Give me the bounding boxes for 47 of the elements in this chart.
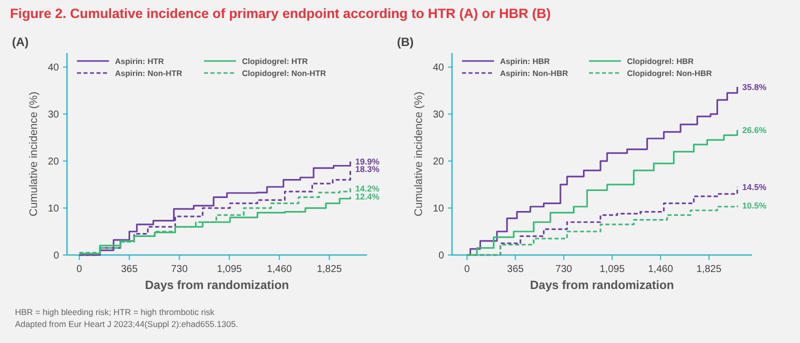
y-tick-label: 20 bbox=[432, 156, 444, 168]
legend-label: Clopidogrel: HBR bbox=[627, 57, 694, 66]
y-tick-label: 30 bbox=[48, 110, 60, 121]
y-tick-label: 10 bbox=[48, 204, 60, 215]
x-tick-label: 365 bbox=[507, 264, 524, 275]
x-tick-label: 0 bbox=[76, 264, 83, 275]
data-label: 26.6% bbox=[742, 125, 767, 136]
x-tick-label: 730 bbox=[170, 264, 188, 275]
data-label: 18.3% bbox=[355, 164, 380, 174]
x-axis-title: Days from randomization bbox=[144, 278, 290, 292]
data-label: 10.5% bbox=[742, 200, 767, 211]
y-tick-label: 30 bbox=[432, 110, 444, 121]
x-tick-label: 365 bbox=[120, 264, 138, 275]
x-tick-label: 1,095 bbox=[216, 264, 242, 275]
data-label: 35.8% bbox=[742, 82, 767, 92]
legend-label: Aspirin: HTR bbox=[115, 57, 164, 66]
y-tick-label: 0 bbox=[438, 250, 444, 262]
x-axis-title: Days from randomization bbox=[530, 278, 674, 292]
chart-title: Figure 2. Cumulative incidence of primary endpoint according to HTR (A) or HBR (B) bbox=[10, 6, 551, 21]
y-axis-title: Cumulative incidence (%) bbox=[413, 92, 425, 216]
x-tick-label: 730 bbox=[555, 264, 573, 275]
data-label: 12.4% bbox=[355, 192, 380, 202]
legend-label: Clopidogrel: Non-HTR bbox=[242, 69, 326, 78]
chart-subtitle: (A) bbox=[12, 35, 29, 49]
y-tick-label: 10 bbox=[432, 204, 444, 215]
y-tick-label: 40 bbox=[48, 62, 60, 74]
y-tick-label: 40 bbox=[432, 62, 444, 74]
data-label: 19.9% bbox=[355, 156, 380, 167]
text: Adapted from Eur Heart J 2023;44(Suppl 2):ehad655.1305. bbox=[15, 319, 238, 329]
chart-subtitle: (B) bbox=[397, 35, 414, 49]
x-tick-label: 1,460 bbox=[266, 264, 292, 275]
legend-label: Clopidogrel: Non-HBR bbox=[627, 69, 712, 78]
legend-label: Aspirin: Non-HTR bbox=[115, 69, 182, 78]
y-axis-title: Cumulative incidence (%) bbox=[28, 92, 40, 216]
text: HBR = high bleeding risk; HTR = high thrombotic risk bbox=[15, 307, 216, 317]
legend-label: Aspirin: HBR bbox=[500, 57, 550, 66]
data-label: 14.5% bbox=[742, 182, 767, 192]
y-tick-label: 20 bbox=[48, 156, 60, 168]
x-tick-label: 0 bbox=[464, 264, 470, 275]
y-tick-label: 0 bbox=[53, 250, 60, 262]
legend-label: Aspirin: Non-HBR bbox=[500, 69, 568, 78]
x-tick-label: 1,825 bbox=[316, 264, 342, 275]
x-tick-label: 1,460 bbox=[648, 264, 674, 275]
data-label: 14.2% bbox=[355, 183, 380, 194]
x-tick-label: 1,825 bbox=[696, 264, 722, 275]
x-tick-label: 1,095 bbox=[600, 264, 626, 275]
legend-label: Clopidogrel: HTR bbox=[242, 57, 308, 66]
